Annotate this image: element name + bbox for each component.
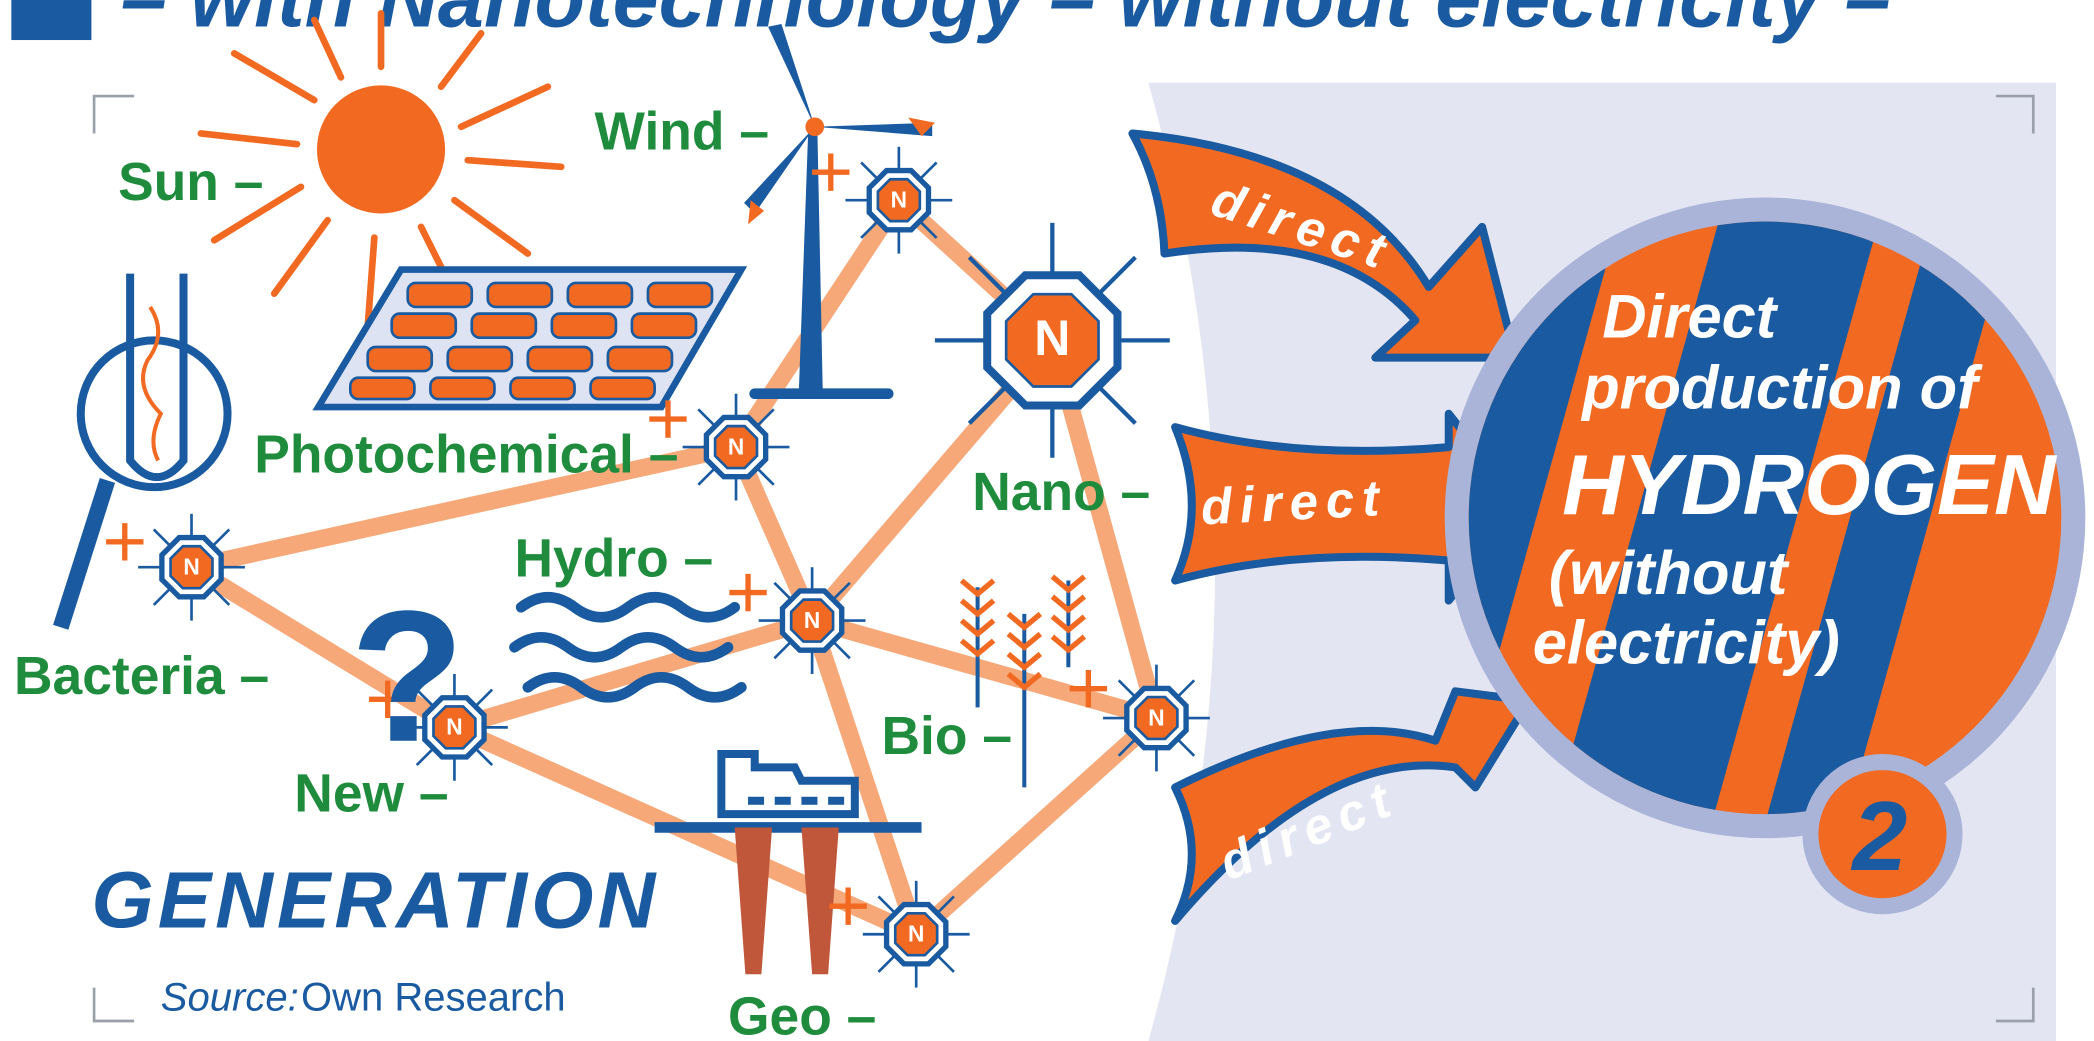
result-line: (without [1549, 539, 1790, 608]
badge-ray [861, 162, 878, 179]
badge-ray [878, 955, 895, 972]
result-line: production of [1580, 353, 1983, 422]
badge-ray [833, 641, 850, 658]
geo-icon [655, 754, 922, 974]
source: Own Research [301, 975, 566, 1019]
nano-badge: N [935, 223, 1170, 458]
solar-panel-icon [318, 270, 741, 407]
node-label: Hydro – [514, 530, 713, 589]
badge-ray [154, 588, 171, 605]
nano-badge: N [138, 514, 245, 621]
badge-text: N [908, 921, 924, 947]
result-line: Direct [1602, 283, 1779, 352]
node-label: Wind – [595, 102, 769, 161]
node-label: Photochemical – [254, 425, 678, 484]
badge-ray [920, 162, 937, 179]
badge-text: N [891, 187, 907, 213]
badge-ray [1098, 257, 1135, 294]
badge-text: N [446, 714, 462, 740]
nano-badge: N [683, 394, 790, 501]
nano-badge: N [759, 567, 866, 674]
node-label: Geo – [728, 987, 876, 1041]
badge-ray [475, 690, 492, 707]
nano-badge: N [1103, 665, 1210, 772]
badge-ray [1098, 386, 1135, 423]
badge-ray [937, 955, 954, 972]
node-label: Sun – [118, 153, 263, 212]
nano-badge: N [863, 881, 970, 988]
title-square [11, 0, 91, 40]
badge-ray [1177, 739, 1194, 756]
badge-ray [212, 529, 229, 546]
badge-text: N [1034, 310, 1070, 366]
badge-ray [1177, 680, 1194, 697]
nano-badge: N [845, 147, 952, 254]
badge-ray [774, 641, 791, 658]
source-label: Source: [161, 975, 299, 1019]
badge-text: N [804, 607, 820, 633]
node-label: Bacteria – [14, 647, 269, 706]
nano-badge: N [401, 674, 508, 781]
badge-ray [698, 468, 715, 485]
badge-text: N [728, 433, 744, 459]
arrow-label: direct [1199, 469, 1388, 536]
badge-text: N [183, 554, 199, 580]
badge-ray [154, 529, 171, 546]
node-label: Nano – [972, 463, 1150, 522]
title: – with Nanotechnology – without electric… [121, 0, 1891, 45]
result-line: electricity) [1533, 608, 1840, 677]
result-number: 2 [1850, 781, 1907, 891]
diagram: – with Nanotechnology – without electric… [0, 0, 2094, 1041]
generation-heading: GENERATION [91, 856, 659, 945]
result-line: HYDROGEN [1562, 438, 2058, 533]
badge-ray [1119, 680, 1136, 697]
node-label: Bio – [882, 707, 1013, 766]
badge-ray [698, 409, 715, 426]
badge-text: N [1148, 704, 1164, 730]
